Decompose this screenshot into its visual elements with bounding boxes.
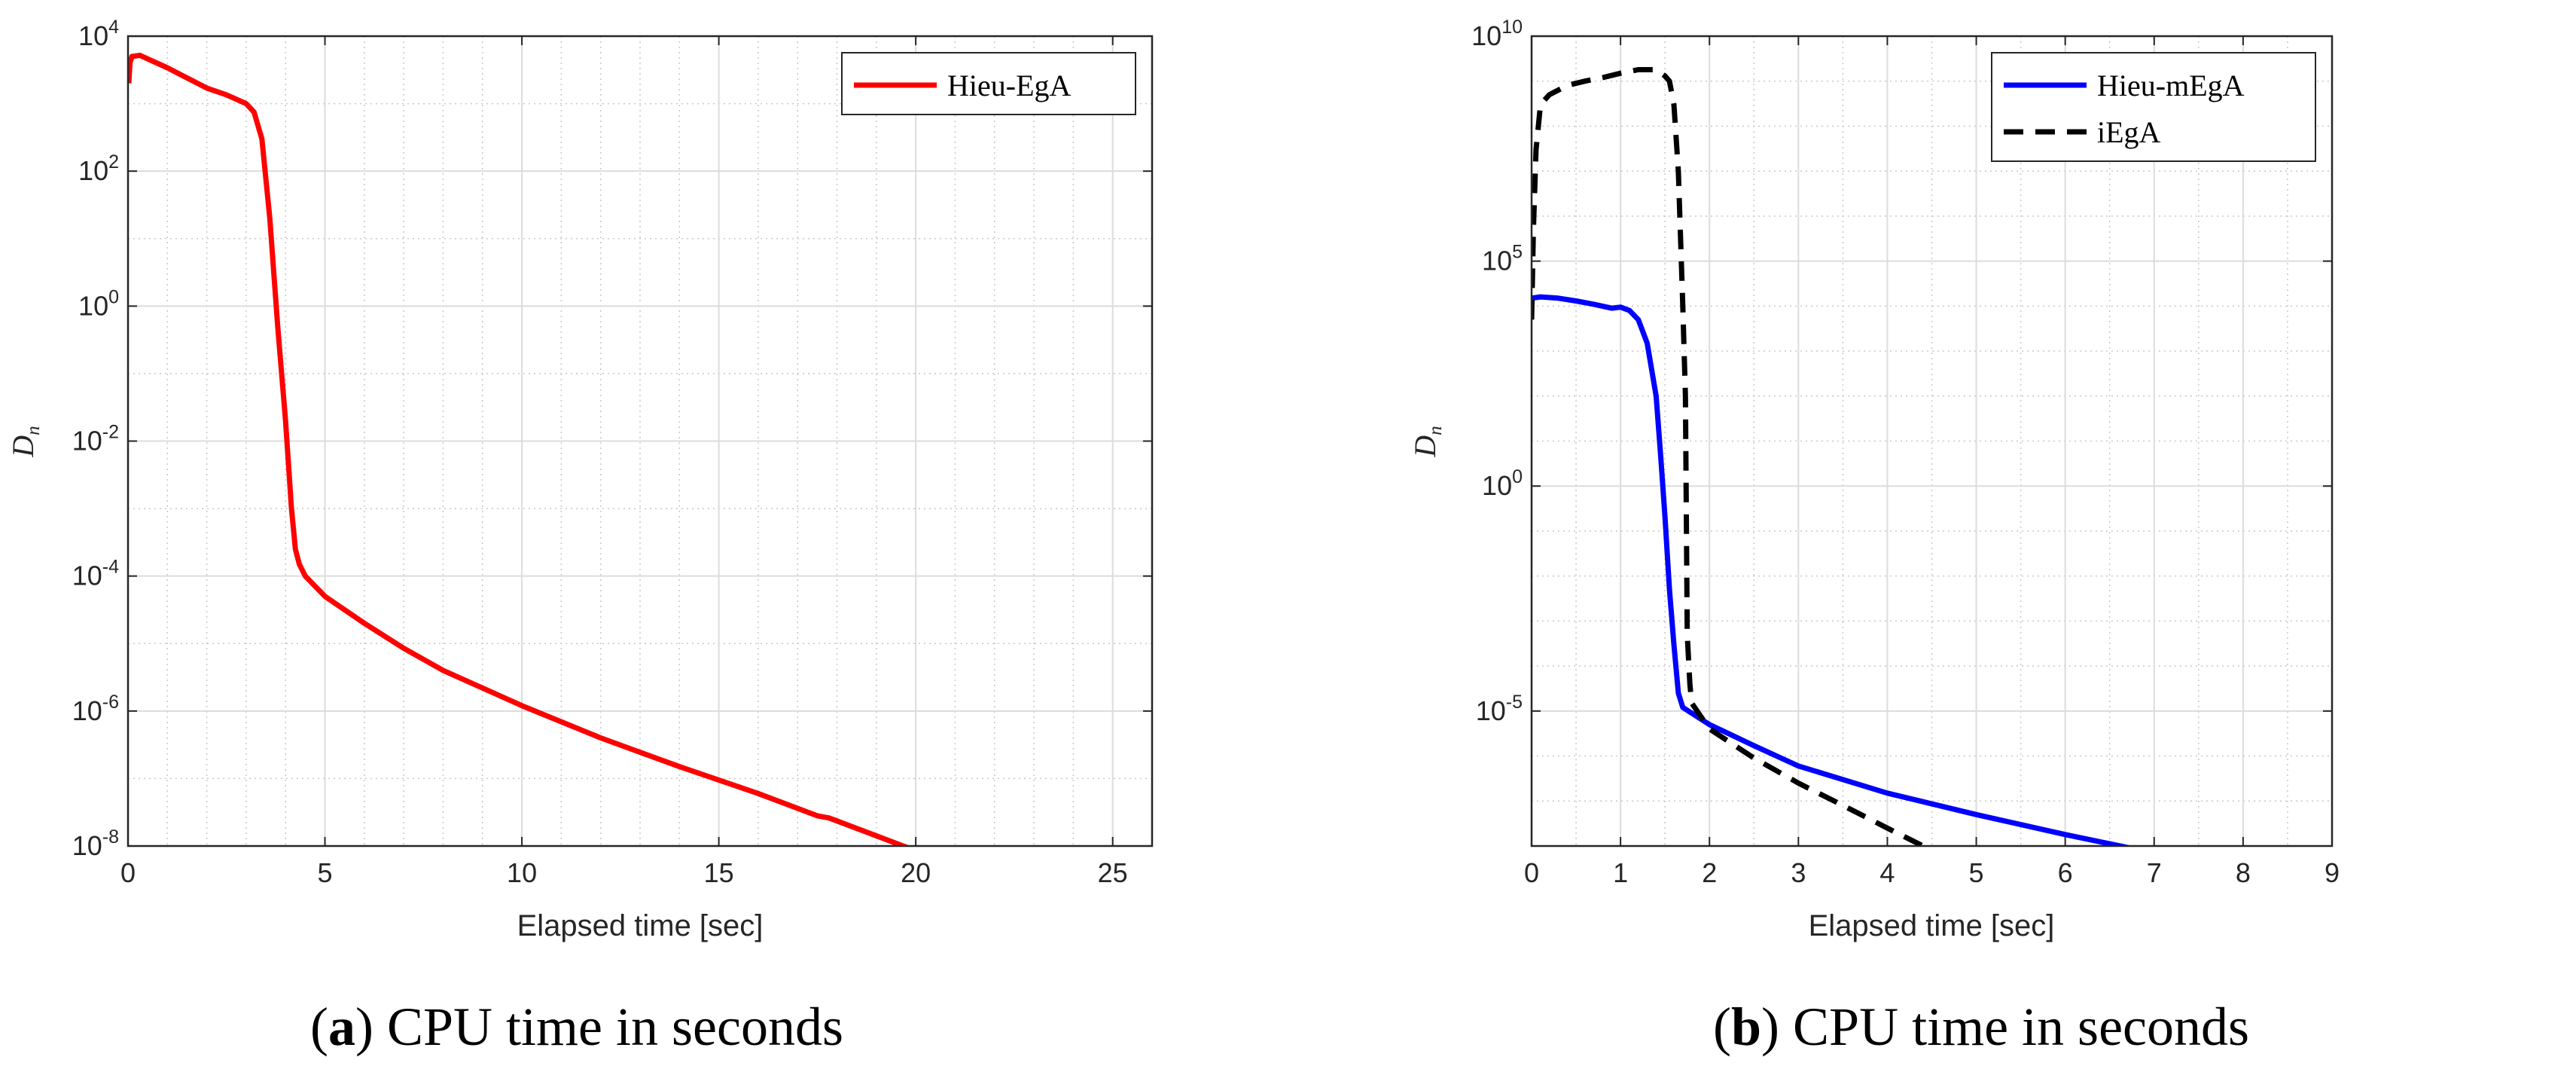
x-tick-label: 1 xyxy=(1613,857,1628,888)
legend-label: Hieu-mEgA xyxy=(2097,69,2245,102)
chart-panel-b: 0 1 2 3 4 5 6 7 8 9 10-5 100 105 1010 Hieu-mEgA iEgA E… xyxy=(1408,17,2340,942)
chart-panel-a: 0 5 10 15 20 25 10-8 10-6 10-4 10-2 100 102 104 Hieu… xyxy=(6,17,1154,942)
series-line-hieu-mega xyxy=(1532,294,2134,846)
y-tick-label: 10-2 xyxy=(72,422,119,457)
x-tick-label: 0 xyxy=(1524,857,1539,888)
y-axis-label: Dn xyxy=(6,426,44,457)
axis-ticks: 0 1 2 3 4 5 6 7 8 9 10-5 100 105 1010 xyxy=(1471,17,2340,888)
y-tick-label: 10-8 xyxy=(72,826,119,861)
x-tick-label: 0 xyxy=(120,857,136,888)
x-tick-label: 4 xyxy=(1879,857,1895,888)
legend-label: Hieu-EgA xyxy=(947,69,1072,102)
y-tick-label: 1010 xyxy=(1471,17,1523,51)
x-tick-label: 3 xyxy=(1791,857,1806,888)
y-tick-label: 10-6 xyxy=(72,692,119,726)
legend: Hieu-EgA xyxy=(841,52,1136,115)
x-tick-label: 9 xyxy=(2324,857,2340,888)
x-tick-label: 5 xyxy=(318,857,333,888)
series-line-iega xyxy=(1532,67,1929,846)
legend-box xyxy=(1991,52,2316,162)
legend: Hieu-mEgA iEgA xyxy=(1991,52,2316,162)
y-tick-label: 10-4 xyxy=(72,557,119,591)
y-tick-label: 102 xyxy=(78,151,119,186)
caption-a: (a) CPU time in seconds xyxy=(310,997,843,1057)
x-tick-label: 2 xyxy=(1702,857,1717,888)
x-tick-label: 10 xyxy=(507,857,537,888)
series-line-hieu-ega xyxy=(128,52,911,846)
x-tick-label: 5 xyxy=(1969,857,1984,888)
series-lines xyxy=(1532,67,2134,846)
x-tick-label: 7 xyxy=(2147,857,2162,888)
legend-label: iEgA xyxy=(2097,115,2161,149)
y-tick-label: 100 xyxy=(1482,466,1523,501)
y-tick-label: 105 xyxy=(1482,242,1523,276)
x-tick-label: 15 xyxy=(704,857,734,888)
y-tick-label: 100 xyxy=(78,286,119,321)
axes-box xyxy=(1530,35,2334,848)
y-axis-label: Dn xyxy=(1408,426,1446,457)
x-tick-label: 6 xyxy=(2058,857,2073,888)
x-tick-label: 8 xyxy=(2236,857,2251,888)
x-axis-label: Elapsed time [sec] xyxy=(1809,909,2055,942)
y-tick-label: 10-5 xyxy=(1476,692,1523,726)
axis-ticks: 0 5 10 15 20 25 10-8 10-6 10-4 10-2 100 102 104 xyxy=(72,17,1152,888)
series-lines xyxy=(128,52,911,846)
x-tick-label: 25 xyxy=(1098,857,1128,888)
y-tick-label: 104 xyxy=(78,17,119,51)
x-axis-label: Elapsed time [sec] xyxy=(517,909,764,942)
caption-b: (b) CPU time in seconds xyxy=(1713,997,2250,1057)
x-tick-label: 20 xyxy=(901,857,931,888)
